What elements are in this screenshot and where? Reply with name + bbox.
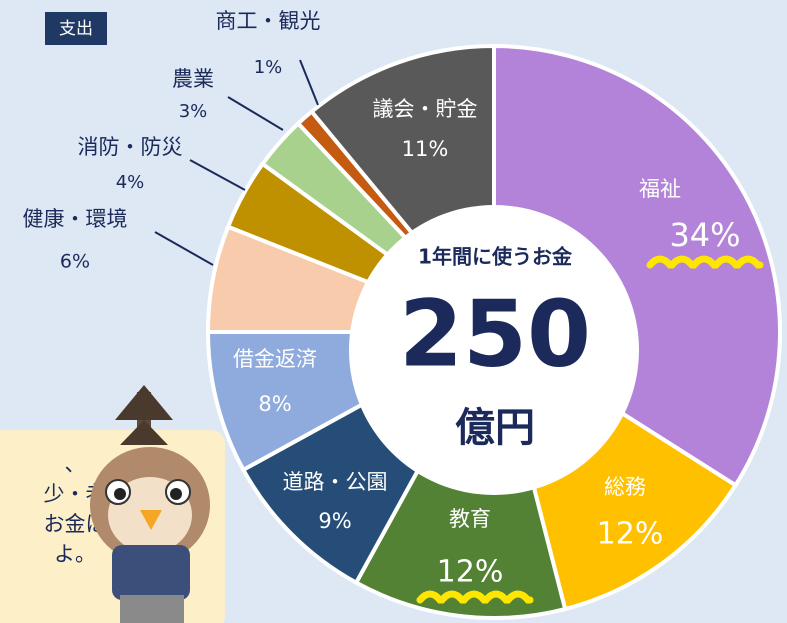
value-label: 12% [597,517,664,552]
value-label: 6% [60,251,90,273]
segment-label: 総務 [604,475,646,499]
segment-label: 道路・公園 [283,470,388,494]
value-label: 3% [179,101,208,122]
value-label: 12% [437,555,504,590]
segment-label: 農業 [172,67,214,91]
segment-label: 商工・観光 [216,9,321,33]
segment-label: 福祉 [639,177,681,201]
segment-label: 消防・防災 [78,135,183,159]
center-title: 1年間に使うお金 [418,245,573,269]
value-label: 9% [318,509,351,533]
value-label: 8% [258,392,291,416]
value-label: 34% [669,216,740,254]
value-label: 1% [254,57,283,78]
segment-label: 議会・貯金 [373,97,478,121]
segment-label: 借金返済 [233,347,317,371]
page: 支出 1年間に使うお金 250 億円 福祉 34% 総務 12% 教育 12% 道路・公園 9… [0,0,787,623]
value-label: 4% [116,172,145,193]
segment-label: 教育 [449,507,491,531]
center-value: 250 [399,280,591,387]
value-label: 11% [402,137,449,161]
bubble-line: 、 [65,452,86,476]
badge: 支出 [59,19,93,39]
segment-label: 健康・環境 [23,207,128,231]
center-unit: 億円 [455,405,535,451]
bubble-line: よ。 [54,542,96,566]
